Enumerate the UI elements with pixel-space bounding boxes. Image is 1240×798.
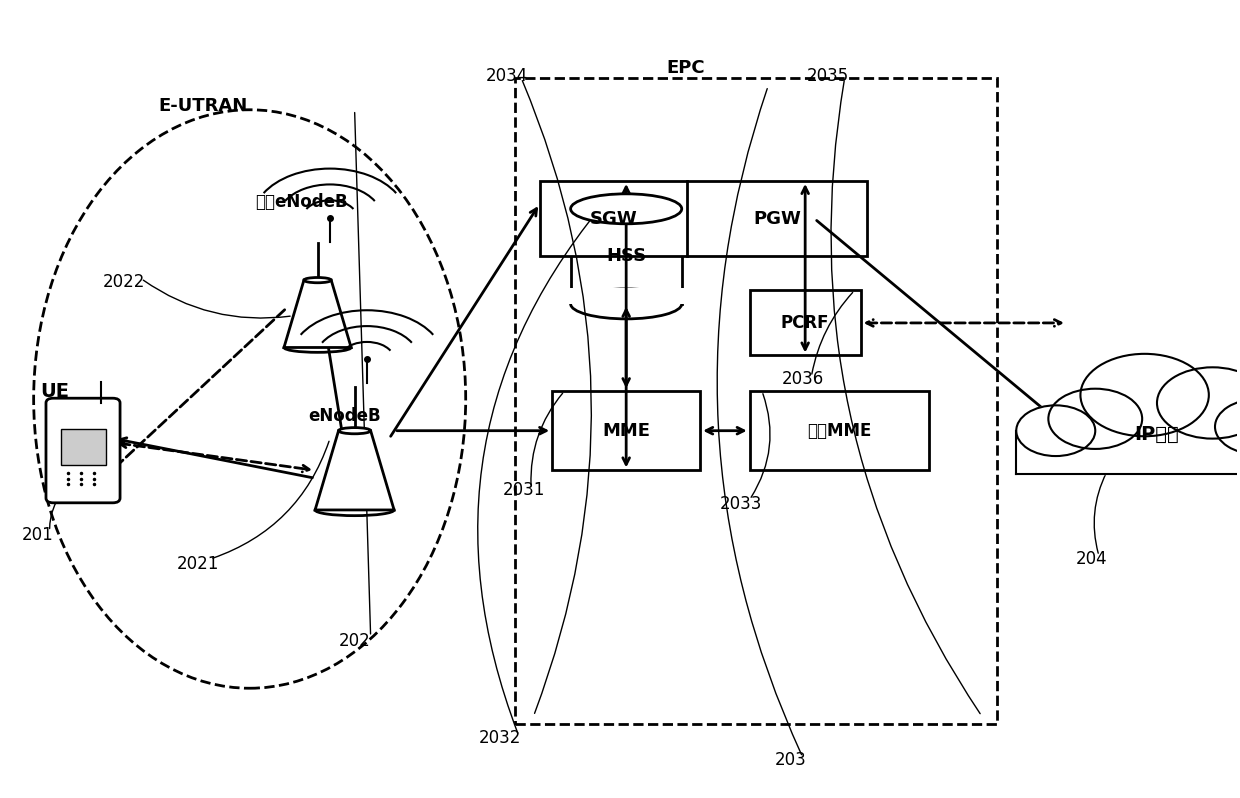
Bar [750,290,861,355]
Ellipse shape [284,342,351,353]
Bar [750,391,929,470]
Text: IP业务: IP业务 [1135,425,1179,444]
Bar [539,181,867,256]
Circle shape [1215,399,1240,455]
Circle shape [1080,354,1209,437]
Text: PGW: PGW [753,210,801,227]
Text: 2032: 2032 [479,729,522,747]
Ellipse shape [315,504,394,516]
Text: 2035: 2035 [806,67,848,85]
Text: 其它eNodeB: 其它eNodeB [255,193,348,211]
Text: 2036: 2036 [781,370,823,388]
Text: 201: 201 [21,527,53,544]
Text: 2031: 2031 [502,481,544,499]
FancyBboxPatch shape [46,398,120,503]
Text: 204: 204 [1076,550,1107,568]
Text: 2021: 2021 [176,555,219,573]
Text: 其它MME: 其它MME [807,421,872,440]
Text: EPC: EPC [666,59,704,77]
Polygon shape [315,431,394,510]
Text: E-UTRAN: E-UTRAN [159,97,248,115]
Text: 2022: 2022 [103,273,145,290]
Ellipse shape [570,194,682,223]
Text: eNodeB: eNodeB [309,408,381,425]
Text: SGW: SGW [589,210,637,227]
Bar [61,429,105,464]
Text: 203: 203 [775,751,806,768]
Polygon shape [1017,421,1240,474]
Text: MME: MME [603,421,650,440]
Circle shape [1157,367,1240,439]
Bar [568,288,684,304]
Text: PCRF: PCRF [781,314,830,332]
Ellipse shape [339,428,371,434]
Ellipse shape [304,278,331,282]
Bar [552,391,701,470]
Text: HSS: HSS [606,247,646,266]
Text: 2034: 2034 [485,67,527,85]
Text: 2033: 2033 [719,495,763,512]
Circle shape [1017,405,1095,456]
Ellipse shape [570,289,682,319]
Polygon shape [284,280,351,347]
Circle shape [1048,389,1142,449]
Text: 202: 202 [339,632,371,650]
Text: UE: UE [40,381,69,401]
Bar [570,209,682,304]
